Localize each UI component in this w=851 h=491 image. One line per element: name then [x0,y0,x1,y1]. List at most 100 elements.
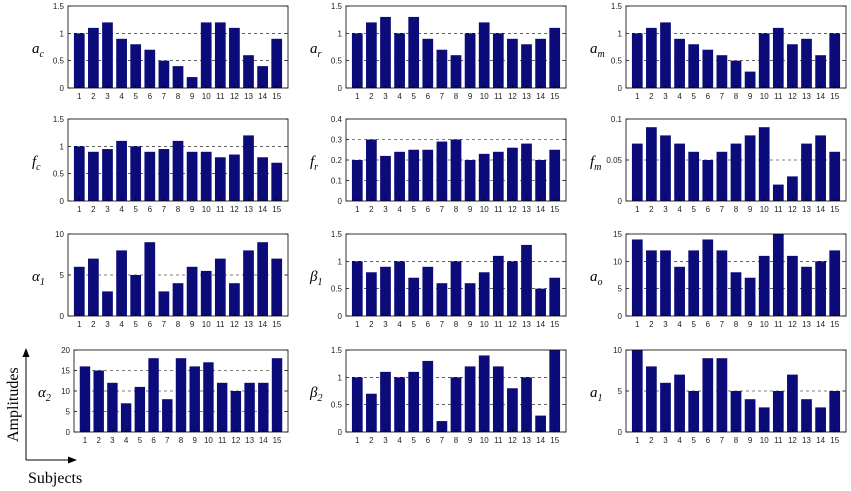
x-tick-label: 15 [830,205,839,214]
y-tick-label: 0.05 [606,156,622,165]
parameter-label: ar [310,41,322,60]
bar [408,16,420,88]
bar [102,22,113,88]
x-tick-label: 14 [816,205,825,214]
bar [271,38,283,88]
bar [257,157,268,201]
parameter-label: fc [32,154,41,173]
bar [158,149,170,201]
bar [394,261,405,316]
x-tick-label: 14 [816,92,825,101]
bar [172,283,184,316]
x-tick-label: 2 [369,436,374,445]
x-tick-label: 10 [480,436,489,445]
x-tick-label: 9 [190,320,195,329]
bar [521,377,532,432]
x-tick-label: 1 [355,92,360,101]
bar [716,250,728,316]
x-tick-label: 7 [720,205,725,214]
bar [744,135,756,201]
bar [422,266,434,316]
x-tick-label: 1 [635,436,640,445]
x-tick-label: 14 [259,436,268,445]
x-tick-label: 7 [440,205,445,214]
axes-legend: Amplitudes Subjects [5,348,82,487]
x-tick-label: 10 [760,436,769,445]
bar [257,66,268,88]
y-tick-label: 10 [61,387,70,396]
y-tick-label: 0 [60,312,65,321]
bar [102,291,113,316]
bar [88,258,99,316]
y-tick-label: 0 [338,312,343,321]
parameter-label-subscript: 1 [598,393,603,404]
x-tick-label: 14 [536,92,545,101]
x-tick-label: 8 [454,436,459,445]
x-tick-label: 8 [179,436,184,445]
x-tick-label: 4 [397,436,402,445]
bar [492,151,504,201]
x-tick-label: 1 [355,436,360,445]
x-tick-label: 2 [649,92,654,101]
bar [478,22,490,88]
parameter-label-main: β [309,269,318,285]
x-tick-label: 4 [397,320,402,329]
y-tick-label: 10 [55,230,64,239]
bar [815,407,826,432]
bar [394,33,405,88]
x-tick-label: 5 [138,436,143,445]
y-tick-label: 0 [60,84,65,93]
x-tick-label: 13 [245,436,254,445]
bar [702,49,714,88]
bar [116,140,127,201]
y-tick-label: 0 [338,84,343,93]
bar [464,33,476,88]
x-tick-label: 12 [508,92,517,101]
x-tick-label: 2 [649,320,654,329]
x-tick-label: 15 [272,92,281,101]
bar [521,44,532,88]
parameter-label-subscript: 1 [317,277,322,288]
bar [229,27,240,88]
x-tick-label: 7 [720,320,725,329]
bar [130,44,142,88]
y-tick-label: 0.2 [331,156,343,165]
bar [230,391,242,432]
x-tick-label: 8 [176,320,181,329]
x-tick-label: 7 [440,92,445,101]
bar [380,16,391,88]
parameter-label-subscript: 1 [40,277,45,288]
parameter-label: a1 [590,385,603,404]
bar [535,288,546,316]
bar [351,261,363,316]
x-tick-label: 14 [258,205,267,214]
x-tick-label: 4 [119,92,124,101]
bar [730,391,742,432]
bar [815,55,826,88]
bar [787,255,798,316]
parameter-label-main: a [590,385,598,401]
parameter-label-main: β [309,385,318,401]
bar [229,154,240,201]
bar [829,33,841,88]
bar [436,49,448,88]
parameter-label-subscript: 2 [317,393,322,404]
bar [829,250,841,316]
bar [79,366,91,432]
bar [394,151,405,201]
x-tick-label: 8 [176,92,181,101]
bar [189,366,200,432]
bar [758,407,770,432]
y-tick-label: 0 [66,428,71,437]
bar [450,261,462,316]
x-tick-label: 3 [663,92,668,101]
parameter-label-main: a [32,41,40,57]
bar [549,27,561,88]
bar [73,33,85,88]
bar [507,38,518,88]
bar [716,358,728,432]
bar [646,27,657,88]
